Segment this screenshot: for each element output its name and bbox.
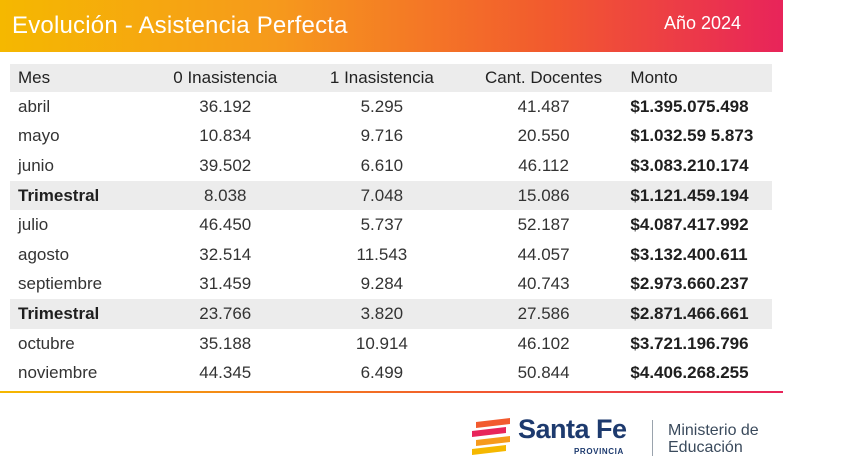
- column-header-uno: 1 Inasistencia: [301, 64, 463, 92]
- cell-mes: mayo: [18, 126, 60, 146]
- column-header-docentes: Cant. Docentes: [462, 64, 625, 92]
- cell-cant-docentes: 20.550: [517, 126, 570, 146]
- bottom-divider: [0, 391, 783, 393]
- cell-cant-docentes: 46.112: [518, 155, 569, 175]
- cell-cant-docentes: 44.057: [517, 244, 570, 264]
- column-header-monto: Monto: [624, 64, 772, 92]
- column-header-mes: Mes: [10, 64, 150, 92]
- ministry-label: Ministerio de Educación: [668, 422, 759, 456]
- cell-cero-inasistencia: 36.192: [199, 96, 252, 116]
- table-row: octubre 35.188 10.914 46.102 $3.721.196.796: [10, 329, 772, 359]
- cell-cant-docentes: 52.187: [517, 215, 570, 235]
- page-title: Evolución - Asistencia Perfecta: [12, 12, 348, 39]
- column-header-cero: 0 Inasistencia: [149, 64, 302, 92]
- attendance-table: Mes 0 Inasistencia 1 Inasistencia Cant. …: [10, 64, 772, 388]
- cell-una-inasistencia: 6.499: [360, 363, 404, 383]
- cell-cero-inasistencia: 44.345: [199, 363, 252, 383]
- table-row: agosto 32.514 11.543 44.057 $3.132.400.611: [10, 240, 772, 270]
- table-row: junio 39.502 6.610 46.112 $3.083.210.174: [10, 151, 772, 181]
- cell-monto: $1.121.459.194: [624, 180, 772, 211]
- cell-monto: $1.395.075.498: [630, 96, 749, 116]
- cell-monto: $3.083.210.174: [630, 155, 749, 175]
- ministry-line-2: Educación: [668, 439, 743, 456]
- table-row: abril 36.192 5.295 41.487 $1.395.075.498: [10, 92, 772, 122]
- cell-una-inasistencia: 10.914: [355, 333, 408, 353]
- cell-mes: Trimestral: [10, 299, 150, 329]
- cell-cero-inasistencia: 35.188: [199, 333, 252, 353]
- cell-una-inasistencia: 3.820: [301, 299, 463, 329]
- cell-una-inasistencia: 6.610: [360, 155, 404, 175]
- cell-cant-docentes: 41.487: [517, 96, 570, 116]
- cell-monto: $4.087.417.992: [630, 215, 749, 235]
- table-header-row: Mes 0 Inasistencia 1 Inasistencia Cant. …: [10, 64, 772, 92]
- santa-fe-logo-icon: [472, 418, 510, 455]
- table-body: abril 36.192 5.295 41.487 $1.395.075.498 mayo…: [10, 92, 772, 388]
- cell-cant-docentes: 50.844: [517, 363, 570, 383]
- ministry-line-1: Ministerio de: [668, 422, 759, 439]
- cell-monto: $2.973.660.237: [630, 274, 749, 294]
- cell-cero-inasistencia: 10.834: [199, 126, 252, 146]
- cell-una-inasistencia: 9.716: [360, 126, 404, 146]
- cell-monto: $1.032.59 5.873: [630, 126, 754, 146]
- cell-una-inasistencia: 5.737: [360, 215, 404, 235]
- cell-cero-inasistencia: 32.514: [199, 244, 252, 264]
- table-row: mayo 10.834 9.716 20.550 $1.032.59 5.873: [10, 122, 772, 152]
- header-banner: Evolución - Asistencia Perfecta Año 2024: [0, 0, 783, 52]
- year-label: Año 2024: [664, 13, 742, 33]
- cell-monto: $4.406.268.255: [630, 363, 749, 383]
- cell-monto: $2.871.466.661: [624, 299, 772, 329]
- cell-mes: octubre: [18, 333, 75, 353]
- cell-mes: julio: [18, 215, 49, 235]
- table-row: julio 46.450 5.737 52.187 $4.087.417.992: [10, 210, 772, 240]
- cell-cant-docentes: 40.743: [517, 274, 570, 294]
- cell-una-inasistencia: 7.048: [301, 180, 463, 211]
- table-row-trimestral: Trimestral 8.038 7.048 15.086 $1.121.459.194: [10, 180, 772, 211]
- cell-mes: Trimestral: [10, 180, 150, 211]
- table-row: noviembre 44.345 6.499 50.844 $4.406.268.255: [10, 358, 772, 388]
- cell-una-inasistencia: 9.284: [360, 274, 404, 294]
- cell-cant-docentes: 46.102: [517, 333, 570, 353]
- cell-cero-inasistencia: 8.038: [149, 180, 302, 211]
- brand-subtitle: PROVINCIA: [574, 447, 624, 456]
- cell-cero-inasistencia: 39.502: [199, 155, 252, 175]
- cell-monto: $3.721.196.796: [630, 333, 749, 353]
- cell-mes: abril: [18, 96, 51, 116]
- cell-cero-inasistencia: 23.766: [149, 299, 302, 329]
- cell-una-inasistencia: 11.543: [356, 244, 408, 264]
- cell-mes: junio: [18, 155, 54, 175]
- cell-monto: $3.132.400.611: [630, 244, 748, 264]
- table-row: septiembre 31.459 9.284 40.743 $2.973.660.23…: [10, 270, 772, 300]
- cell-cero-inasistencia: 46.450: [199, 215, 252, 235]
- cell-cant-docentes: 15.086: [462, 180, 625, 211]
- cell-mes: agosto: [18, 244, 70, 264]
- brand-name: Santa Fe: [518, 414, 627, 444]
- cell-una-inasistencia: 5.295: [360, 96, 404, 116]
- cell-mes: septiembre: [18, 274, 103, 294]
- cell-mes: noviembre: [18, 363, 98, 383]
- cell-cant-docentes: 27.586: [462, 299, 625, 329]
- footer-divider: [652, 420, 653, 456]
- table-row-trimestral: Trimestral 23.766 3.820 27.586 $2.871.466.66…: [10, 299, 772, 329]
- cell-cero-inasistencia: 31.459: [199, 274, 252, 294]
